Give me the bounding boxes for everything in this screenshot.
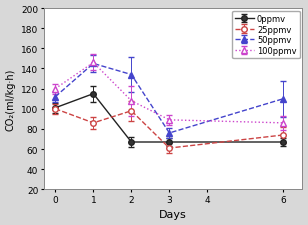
X-axis label: Days: Days (159, 209, 187, 219)
Legend: 0ppmv, 25ppmv, 50ppmv, 100ppmv: 0ppmv, 25ppmv, 50ppmv, 100ppmv (232, 11, 300, 59)
Y-axis label: CO₂(ml/kg·h): CO₂(ml/kg·h) (6, 68, 16, 130)
